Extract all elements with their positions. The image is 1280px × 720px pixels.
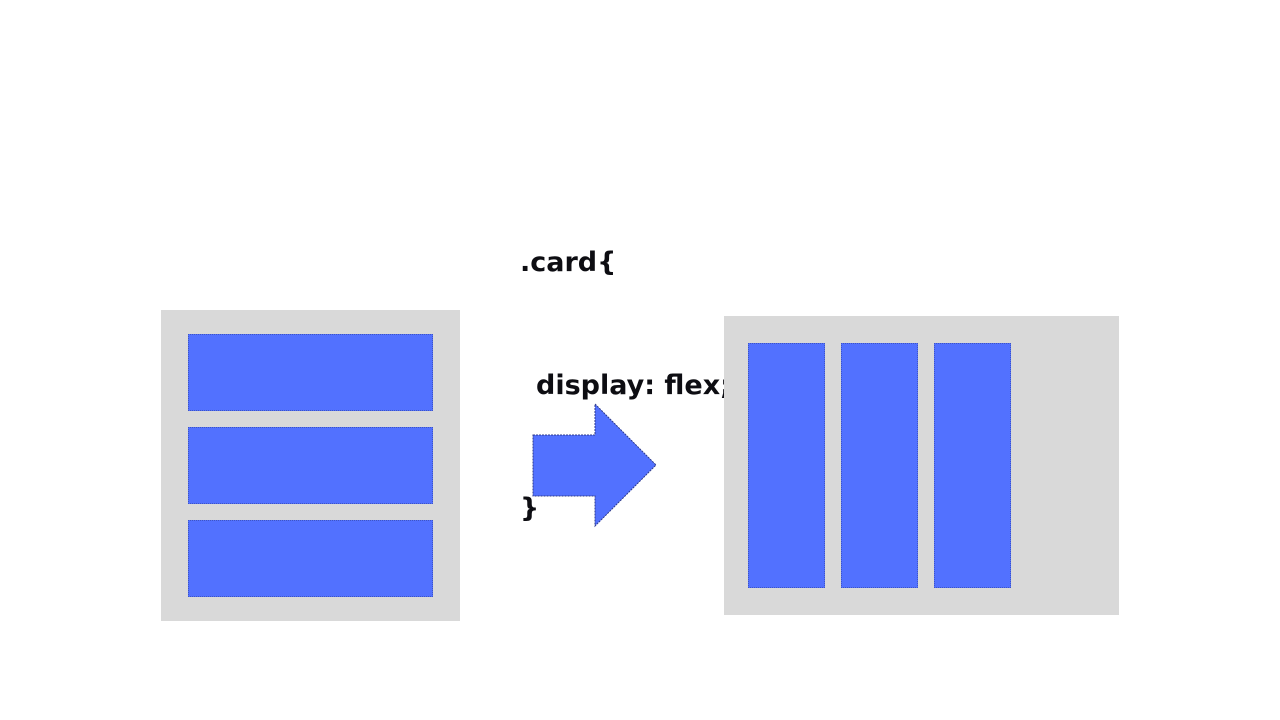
code-closing-brace-line: } xyxy=(520,493,540,524)
flex-item-1 xyxy=(748,343,825,588)
container-before-block-layout xyxy=(161,310,460,621)
block-item-3 xyxy=(188,520,433,597)
code-selector-line: .card{ xyxy=(520,247,617,278)
block-item-1 xyxy=(188,334,433,411)
code-declaration-line: display: flex; xyxy=(536,370,731,401)
right-arrow-icon xyxy=(532,402,657,528)
flex-item-2 xyxy=(841,343,918,588)
css-code-snippet: .card{ display: flex; } xyxy=(520,160,731,611)
container-after-flex-layout xyxy=(724,316,1119,615)
block-item-2 xyxy=(188,427,433,504)
flex-item-3 xyxy=(934,343,1011,588)
